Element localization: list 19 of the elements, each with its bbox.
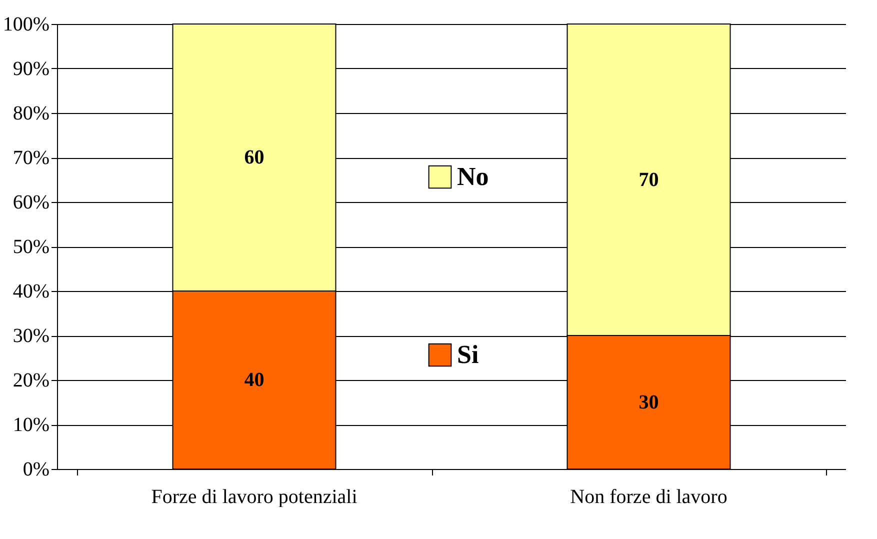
data-label: 60	[244, 146, 264, 168]
x-tick-label: Non forze di lavoro	[570, 486, 728, 508]
data-label: 40	[244, 369, 264, 391]
legend-label: Si	[457, 340, 479, 369]
y-tick-label: 0%	[22, 458, 50, 480]
y-tick-label: 50%	[12, 236, 50, 258]
data-label: 30	[638, 391, 659, 414]
y-tick-label: 100%	[2, 14, 50, 36]
y-tick-label: 80%	[12, 102, 50, 124]
y-tick-label: 70%	[12, 147, 50, 169]
y-tick-label: 40%	[12, 280, 50, 302]
x-tick-label: Forze di lavoro potenziali	[151, 486, 358, 508]
legend-label: No	[457, 162, 489, 191]
y-tick-label: 60%	[12, 192, 50, 214]
y-tick-label: 30%	[12, 325, 50, 347]
y-tick-label: 90%	[12, 58, 50, 80]
y-tick-label: 10%	[12, 414, 50, 436]
data-label: 70	[638, 168, 659, 191]
y-tick-label: 20%	[12, 370, 50, 392]
